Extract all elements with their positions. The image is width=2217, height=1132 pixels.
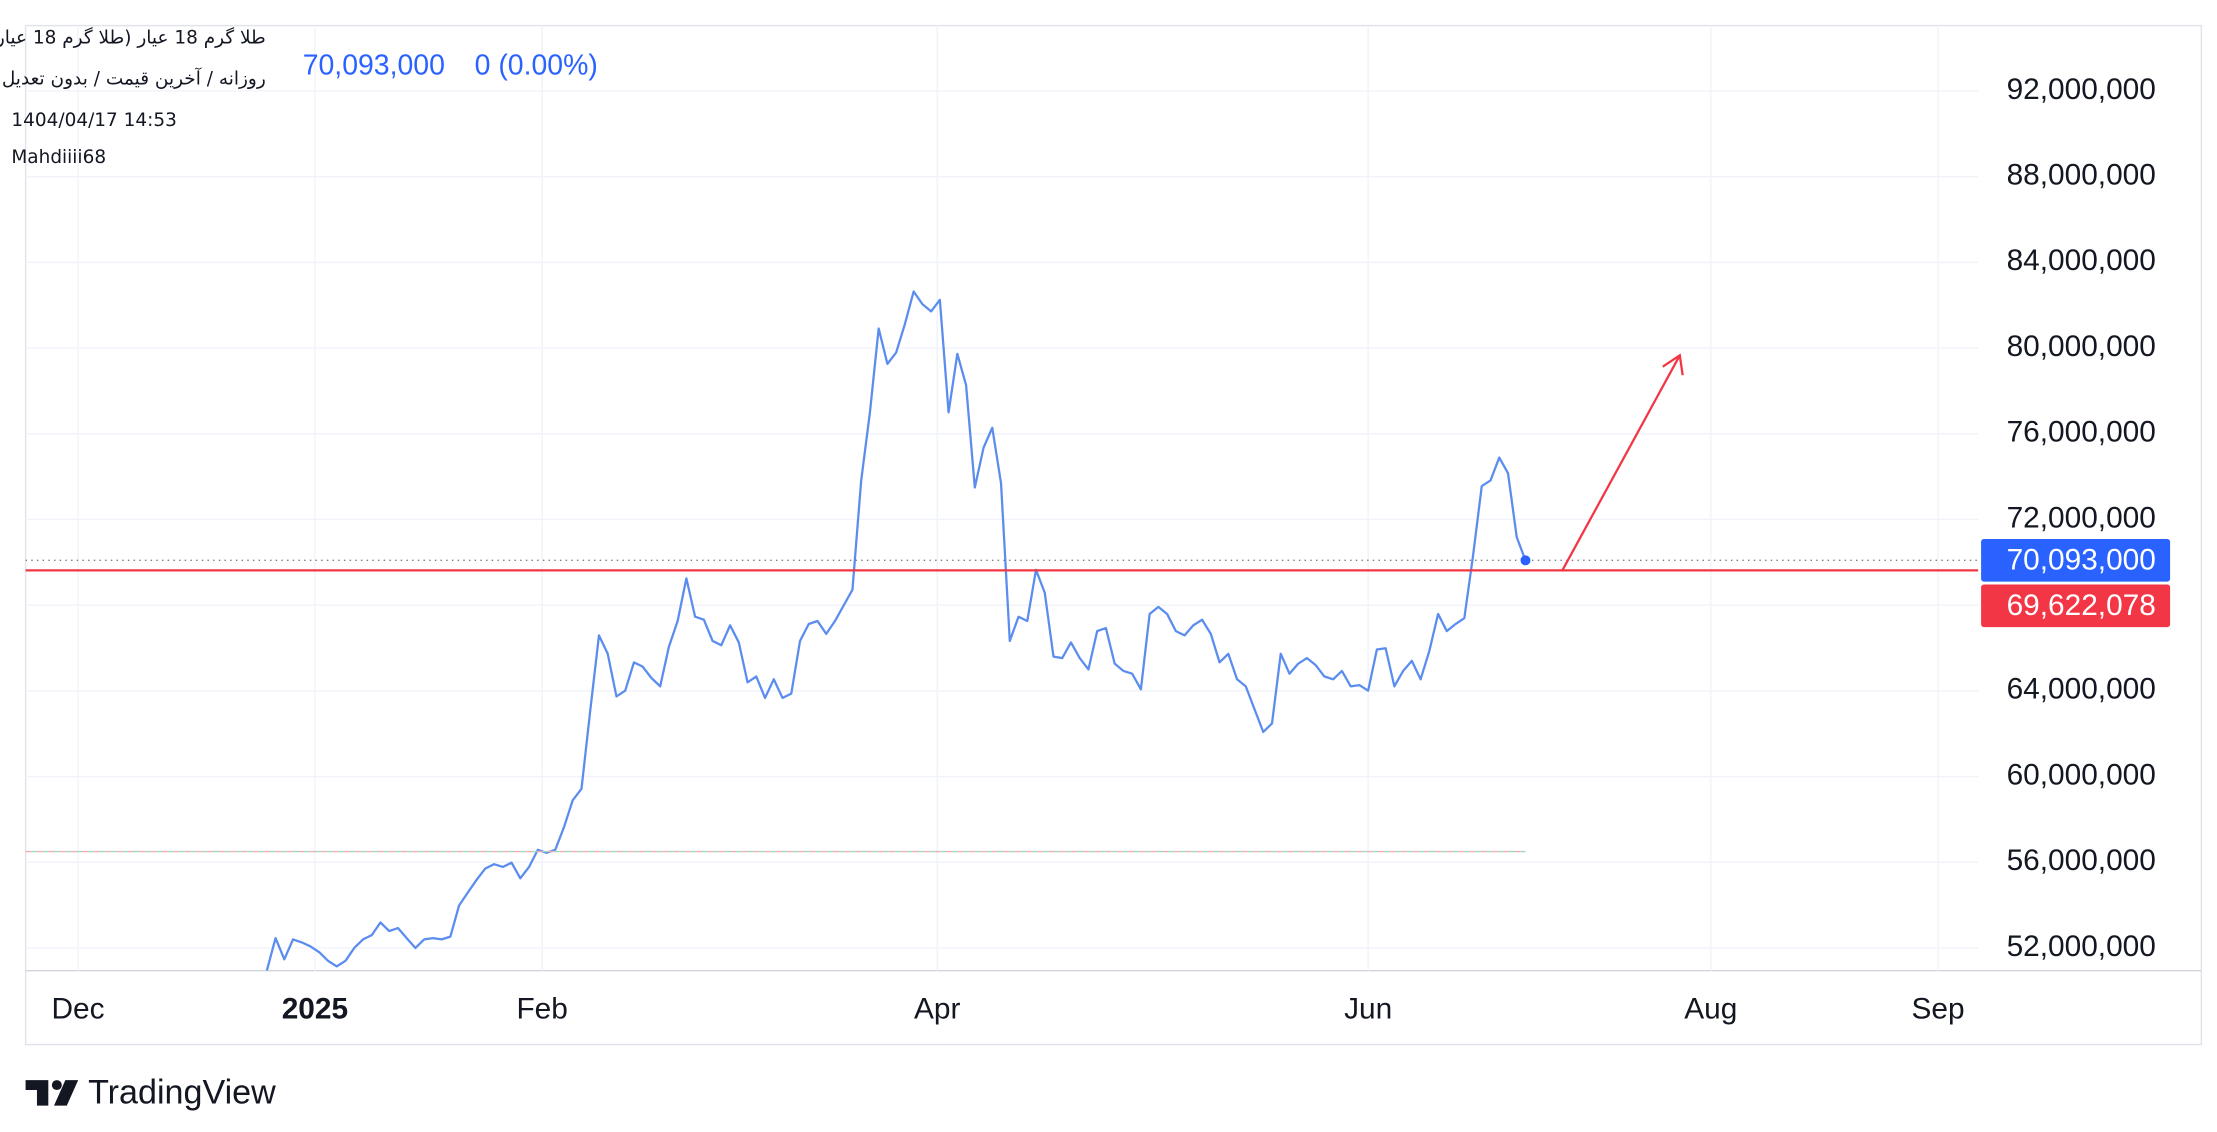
chart-frame	[24, 24, 2203, 1046]
x-tick-label: Aug	[1684, 992, 1737, 1025]
arrow-shaft	[1560, 354, 1681, 572]
tradingview-logo	[25, 1080, 79, 1106]
y-tick-label: 72,000,000	[2007, 501, 2156, 534]
logo-part	[25, 1080, 49, 1106]
y-tick-label: 92,000,000	[2007, 73, 2156, 106]
y-tick-label: 64,000,000	[2007, 673, 2156, 706]
y-tick-label: 60,000,000	[2007, 758, 2156, 791]
axes: 52,000,000 56,000,000 60,000,000 64,000,000…	[52, 73, 2171, 1025]
watermark: TradingView	[88, 1073, 276, 1111]
y-tick-label: 80,000,000	[2007, 330, 2156, 363]
symbol-title: طلا گرم 18 عیار (طلا گرم 18 عیار)	[0, 26, 266, 48]
plot-area	[25, 290, 1979, 971]
price-change: 0 (0.00%)	[475, 49, 598, 81]
price-label: 69,622,078	[2007, 589, 2156, 622]
price-label-box	[1981, 538, 2171, 582]
y-tick-label: 88,000,000	[2007, 159, 2156, 192]
drawing-arrow	[1560, 353, 1684, 572]
grid	[25, 25, 1979, 971]
y-tick-label: 84,000,000	[2007, 244, 2156, 277]
last-price: 70,093,000	[303, 49, 445, 81]
author: Mahdiiii68	[11, 147, 106, 168]
x-tick-label: Jun	[1344, 992, 1392, 1025]
x-tick-label: Sep	[1912, 992, 1965, 1025]
last-point	[1520, 555, 1531, 566]
price-label: 70,093,000	[2007, 544, 2156, 577]
snapshot-datetime: 1404/04/17 14:53	[11, 110, 177, 131]
price-line	[265, 290, 1527, 971]
y-tick-label: 52,000,000	[2007, 930, 2156, 963]
x-tick-label: Apr	[914, 992, 960, 1025]
x-tick-label: Dec	[52, 992, 105, 1025]
logo-part	[51, 1080, 62, 1091]
x-tick-label: Feb	[516, 992, 567, 1025]
logo-part	[54, 1080, 79, 1106]
y-tick-label: 76,000,000	[2007, 416, 2156, 449]
price-label-box	[1981, 584, 2171, 628]
x-tick-label: 2025	[282, 992, 348, 1025]
chart-settings: روزانه / آخرین قیمت / بدون تعدیل	[2, 67, 266, 90]
y-tick-label: 56,000,000	[2007, 844, 2156, 877]
arrow-head	[1662, 353, 1684, 376]
